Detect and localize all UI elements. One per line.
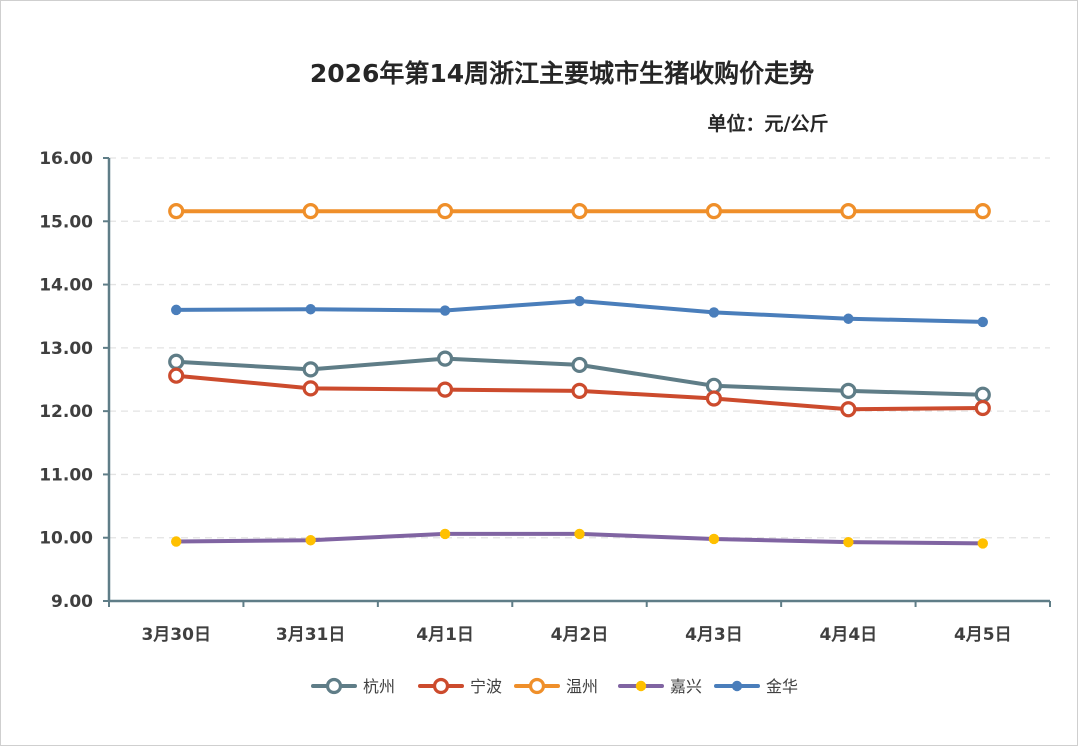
series-1 bbox=[168, 350, 991, 403]
data-point bbox=[574, 295, 585, 307]
x-tick-label: 4月3日 bbox=[685, 625, 743, 645]
data-point bbox=[305, 304, 316, 315]
x-tick-label: 4月4日 bbox=[820, 625, 878, 645]
data-point bbox=[571, 356, 588, 374]
legend-marker bbox=[635, 680, 647, 692]
y-tick-label: 16.00 bbox=[39, 149, 93, 169]
y-tick-label: 9.00 bbox=[51, 592, 93, 612]
x-tick-label: 4月5日 bbox=[954, 625, 1012, 645]
series-4 bbox=[171, 528, 988, 549]
series-2 bbox=[168, 367, 991, 418]
gridlines bbox=[109, 157, 1050, 539]
data-point bbox=[302, 380, 319, 397]
data-point bbox=[574, 528, 585, 540]
data-point bbox=[305, 535, 316, 546]
data-point bbox=[705, 203, 723, 220]
legend-item: 嘉兴 bbox=[618, 677, 702, 696]
data-point bbox=[840, 401, 857, 418]
data-point bbox=[840, 382, 857, 399]
legend-marker bbox=[432, 677, 450, 695]
legend-item: 杭州 bbox=[311, 677, 395, 696]
legend-label: 宁波 bbox=[470, 677, 502, 696]
y-tick-label: 15.00 bbox=[39, 212, 93, 232]
data-point bbox=[974, 203, 991, 220]
data-point bbox=[171, 536, 182, 547]
series-3 bbox=[168, 203, 991, 220]
data-point bbox=[571, 203, 588, 220]
y-tick-label: 13.00 bbox=[39, 339, 93, 359]
data-point bbox=[708, 533, 720, 545]
legend-label: 温州 bbox=[566, 677, 598, 696]
x-tick-label: 3月30日 bbox=[141, 625, 211, 645]
legend-marker bbox=[731, 680, 743, 692]
series-5 bbox=[171, 295, 988, 328]
series-group bbox=[168, 203, 991, 549]
legend: 杭州 宁波 温州 嘉兴 金华 bbox=[311, 677, 798, 696]
data-point bbox=[168, 203, 185, 220]
data-point bbox=[708, 307, 720, 318]
x-tick-label: 3月31日 bbox=[276, 625, 346, 645]
data-point bbox=[974, 399, 991, 417]
unit-label: 单位：元/公斤 bbox=[708, 112, 829, 135]
legend-marker bbox=[325, 677, 343, 695]
data-point bbox=[843, 313, 854, 324]
data-point bbox=[439, 528, 451, 540]
legend-item: 宁波 bbox=[418, 677, 502, 696]
chart-title: 2026年第14周浙江主要城市生猪收购价走势 bbox=[310, 59, 814, 88]
data-point bbox=[168, 353, 185, 370]
legend-item: 温州 bbox=[514, 677, 598, 696]
axes bbox=[103, 157, 1051, 607]
data-point bbox=[436, 381, 454, 398]
x-axis-ticks: 3月30日 3月31日 4月1日 4月2日 4月3日 4月4日 4月5日 bbox=[141, 625, 1011, 645]
y-tick-label: 11.00 bbox=[39, 465, 93, 485]
data-point bbox=[977, 538, 988, 549]
y-tick-label: 14.00 bbox=[39, 276, 93, 296]
data-point bbox=[302, 361, 319, 378]
y-axis-ticks: 9.00 10.00 11.00 12.00 13.00 14.00 15.00 16.00 bbox=[39, 149, 93, 612]
data-point bbox=[843, 536, 854, 548]
x-tick-label: 4月2日 bbox=[551, 625, 609, 645]
legend-label: 杭州 bbox=[363, 677, 395, 696]
data-point bbox=[840, 203, 857, 220]
x-tick-label: 4月1日 bbox=[416, 625, 474, 645]
data-point bbox=[302, 203, 319, 220]
data-point bbox=[436, 350, 454, 367]
legend-label: 嘉兴 bbox=[670, 677, 702, 696]
data-point bbox=[168, 367, 185, 384]
data-point bbox=[571, 382, 588, 399]
data-point bbox=[974, 386, 991, 403]
data-point bbox=[705, 390, 723, 407]
data-point bbox=[436, 203, 454, 220]
data-point bbox=[977, 316, 988, 328]
data-point bbox=[439, 305, 451, 316]
legend-marker bbox=[528, 677, 546, 695]
y-tick-label: 10.00 bbox=[39, 529, 93, 549]
y-tick-label: 12.00 bbox=[39, 402, 93, 422]
data-point bbox=[705, 377, 723, 394]
legend-label: 金华 bbox=[766, 677, 798, 696]
legend-item: 金华 bbox=[714, 677, 798, 696]
data-point bbox=[171, 304, 182, 316]
